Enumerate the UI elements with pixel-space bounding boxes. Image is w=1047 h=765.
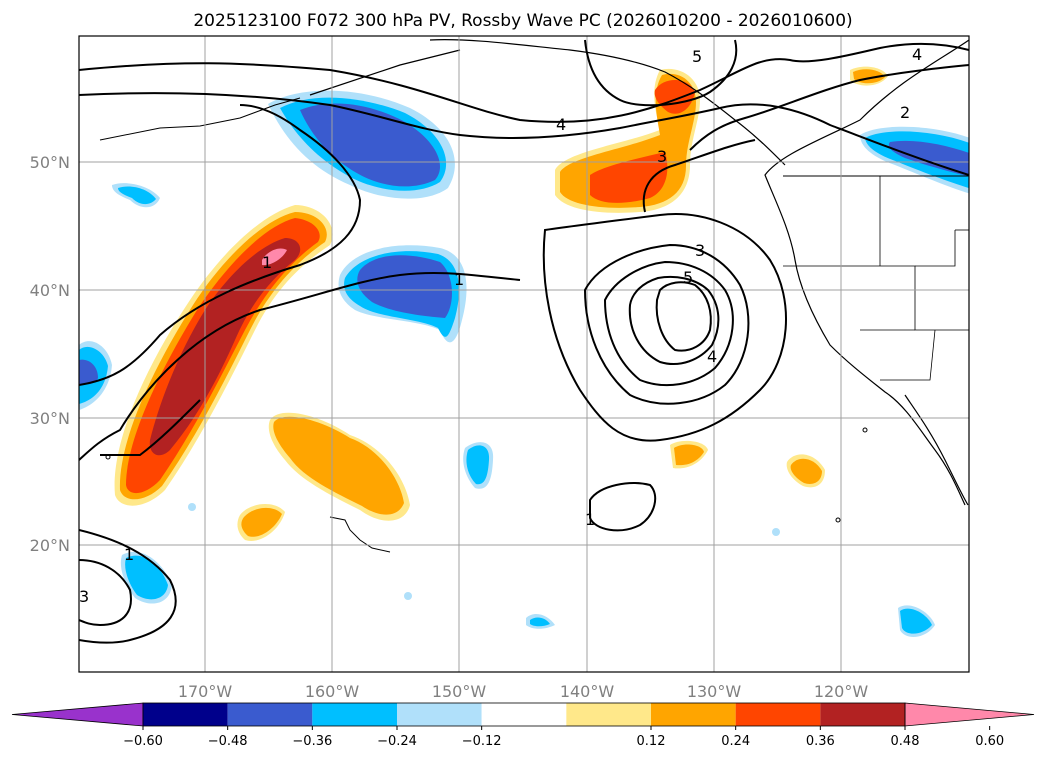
colorbar-segment	[820, 703, 905, 726]
contour-labels: 1 2 3 4 5 1 3 4 5 1 1 4 3	[79, 45, 922, 606]
lon-label: 140°W	[560, 682, 615, 701]
colorbar-segment	[227, 703, 313, 726]
contour-label: 1	[124, 545, 134, 564]
colorbar-tick-label: 0.12	[637, 734, 666, 749]
colorbar-segment	[651, 703, 736, 726]
colorbar-tick-label: −0.48	[208, 734, 248, 749]
contour-label: 3	[657, 147, 667, 166]
colorbar-segment	[397, 703, 482, 726]
contour-label: 5	[692, 47, 702, 66]
positive-anomaly-subtropical	[237, 412, 825, 541]
colorbar-tick-label: −0.36	[292, 734, 332, 749]
colorbar-tick-label: −0.12	[462, 734, 502, 749]
figure-title: 2025123100 F072 300 hPa PV, Rossby Wave …	[193, 11, 852, 31]
colorbar-segment	[481, 703, 567, 726]
colorbar-extend-high	[904, 702, 1035, 727]
colorbar-tick-label: 0.48	[891, 734, 920, 749]
map-content: 1 2 3 4 5 1 3 4 5 1 1 4 3	[79, 36, 969, 672]
colorbar: −0.60 −0.48 −0.36 −0.24 −0.12 0.12 0.24 0.36 0.4…	[11, 702, 1035, 749]
lon-label: 130°W	[687, 682, 742, 701]
colorbar-segment	[312, 703, 397, 726]
negative-anomaly-small	[79, 183, 935, 637]
map-frame	[78, 35, 970, 673]
lon-label: 170°W	[178, 682, 233, 701]
contour-label: 2	[900, 103, 910, 122]
contour-label: 1	[262, 253, 272, 272]
pv-contours	[79, 39, 969, 644]
contour-label: 3	[695, 241, 705, 260]
longitude-labels: 170°W 160°W 150°W 140°W 130°W 120°W	[178, 682, 869, 701]
contour-label: 4	[556, 115, 566, 134]
colorbar-tick-label: 0.60	[975, 734, 1004, 749]
lat-label: 20°N	[30, 536, 70, 555]
colorbar-segment	[735, 703, 821, 726]
coastlines	[309, 39, 969, 506]
contour-label: 3	[79, 587, 89, 606]
colorbar-segment	[143, 703, 228, 726]
lat-label: 40°N	[30, 281, 70, 300]
grid-lines	[79, 36, 969, 672]
colorbar-tick-label: 0.24	[721, 734, 750, 749]
colorbar-segment	[566, 703, 651, 726]
lat-label: 30°N	[30, 409, 70, 428]
colorbar-extend-low	[11, 702, 144, 727]
lat-label: 50°N	[30, 153, 70, 172]
contour-label: 5	[683, 268, 693, 287]
contour-label: 4	[707, 347, 717, 366]
contour-label: 4	[912, 45, 922, 64]
colorbar-tick-label: −0.24	[377, 734, 417, 749]
colorbar-tick-label: −0.60	[123, 734, 163, 749]
colorbar-tick-label: 0.36	[806, 734, 835, 749]
contour-label: 1	[585, 510, 595, 529]
lon-label: 120°W	[814, 682, 869, 701]
colorbar-frame	[142, 702, 906, 727]
contour-label: 1	[454, 270, 464, 289]
lon-label: 150°W	[432, 682, 487, 701]
lon-label: 160°W	[305, 682, 360, 701]
negative-anomaly-northeast	[860, 126, 969, 194]
latitude-labels: 50°N 40°N 30°N 20°N	[30, 153, 70, 555]
